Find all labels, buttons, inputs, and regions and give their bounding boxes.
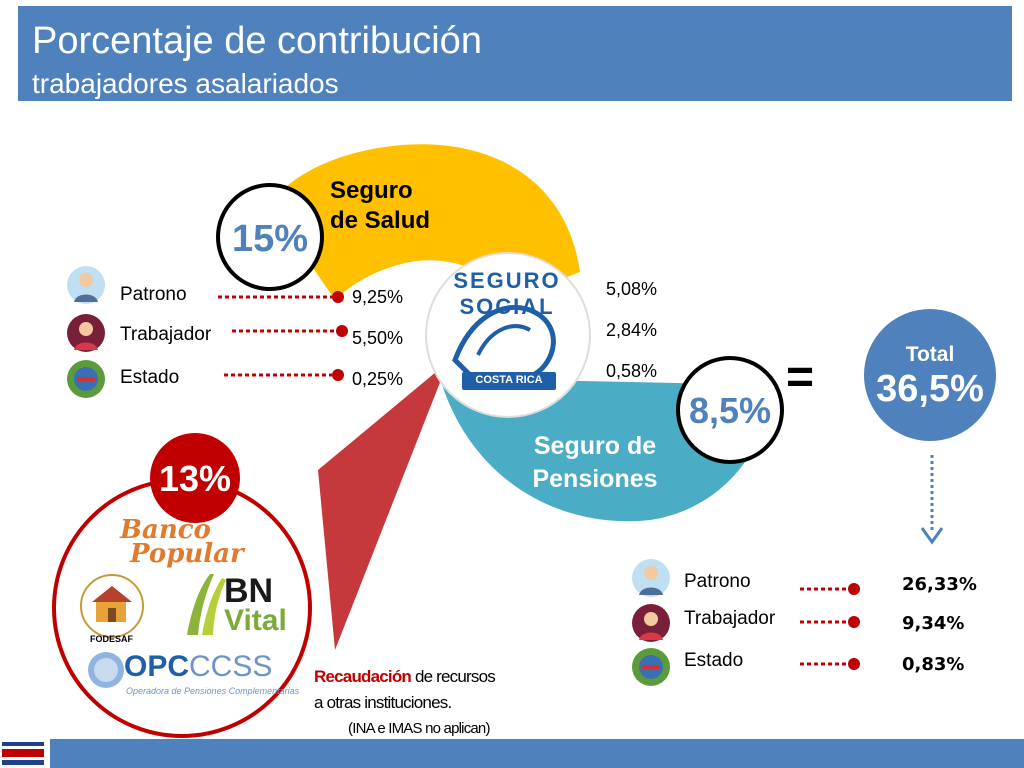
title-banner: Porcentaje de contribución trabajadores … <box>18 6 1012 101</box>
result-trabajador-label: Trabajador <box>684 608 776 629</box>
pensiones-label: Seguro de Pensiones <box>500 430 690 496</box>
fodesaf-label: FODESAF <box>90 634 134 644</box>
banco-popular-logo: Banco Popular <box>120 515 244 569</box>
banco-popular-text-1: Banco <box>120 515 211 545</box>
bn-logo-text: BN <box>224 572 274 610</box>
note-line1: de recursos <box>411 667 496 686</box>
result-connectors <box>800 583 860 670</box>
note-emphasis: Recaudación <box>314 667 412 686</box>
result-patrono-value: 26,33% <box>902 574 977 595</box>
patrono-avatar-icon <box>67 266 105 304</box>
opc-globe-icon <box>88 652 124 688</box>
trabajador-avatar-icon <box>67 314 105 352</box>
result-estado-value: 0,83% <box>902 654 965 675</box>
opc-logo-text: OPCCCSS <box>124 650 272 684</box>
pensiones-patrono-value: 5,08% <box>606 279 658 299</box>
salud-trabajador-value: 5,50% <box>352 328 404 348</box>
bn-vital-stripes <box>187 574 226 635</box>
note-line3: (INA e IMAS no aplican) <box>348 720 490 737</box>
salud-estado-label: Estado <box>120 367 180 388</box>
collection-note: Recaudación de recursos a otras instituc… <box>314 664 496 742</box>
costa-rica-flag-icon <box>2 742 44 766</box>
total-arrow-head <box>920 527 944 545</box>
salud-total-circle <box>216 183 324 291</box>
salud-label-line1: Seguro <box>330 177 413 204</box>
ccss-logo-bottom-text: COSTA RICA <box>475 374 543 386</box>
salud-trabajador-label: Trabajador <box>120 324 212 345</box>
salud-connectors <box>218 291 348 381</box>
result-trabajador-avatar-icon <box>632 604 670 642</box>
pensiones-label-line1: Seguro de <box>533 432 657 460</box>
pensiones-trabajador-value: 2,84% <box>606 320 658 340</box>
opc-text: OPC <box>124 650 190 683</box>
others-total: 13% <box>158 458 232 499</box>
bn-vital-text: Vital <box>224 604 287 637</box>
grand-total-circle <box>864 309 996 441</box>
result-patrono-label: Patrono <box>684 571 751 592</box>
footer-bar <box>50 739 1024 768</box>
pensiones-estado-value: 0,58% <box>606 361 658 381</box>
pensiones-total-circle <box>676 356 784 464</box>
ccss-text: CCSS <box>189 650 273 683</box>
ccss-logo-top-text: SEGURO SOCIAL <box>453 268 561 319</box>
funnel-wedge <box>318 362 448 650</box>
grand-total-label: Total <box>905 343 955 366</box>
others-total-badge <box>150 433 240 523</box>
opc-subtitle: Operadora de Pensiones Complementarias <box>126 686 300 696</box>
result-estado-crest-icon <box>632 648 670 686</box>
grand-total-value: 36,5% <box>876 368 984 410</box>
salud-patrono-value: 9,25% <box>352 287 404 307</box>
result-estado-label: Estado <box>684 650 744 671</box>
banco-popular-text-2: Popular <box>130 539 244 569</box>
estado-crest-icon <box>67 360 105 398</box>
salud-patrono-label: Patrono <box>120 284 187 305</box>
salud-total: 15% <box>231 218 309 260</box>
page-subtitle: trabajadores asalariados <box>32 68 339 99</box>
equals-sign: = <box>786 351 815 404</box>
note-line2: a otras instituciones. <box>314 693 452 712</box>
salud-label-line2: de Salud <box>330 207 431 234</box>
page-title: Porcentaje de contribución <box>32 20 482 62</box>
ccss-logo <box>452 304 556 390</box>
pensiones-label-line2: Pensiones <box>532 465 658 493</box>
result-trabajador-value: 9,34% <box>902 613 965 634</box>
salud-label: Seguro de Salud <box>330 176 430 236</box>
salud-estado-value: 0,25% <box>352 369 404 389</box>
pensiones-total: 8,5% <box>688 390 772 431</box>
result-patrono-avatar-icon <box>632 559 670 597</box>
fodesaf-logo-icon <box>80 574 144 638</box>
